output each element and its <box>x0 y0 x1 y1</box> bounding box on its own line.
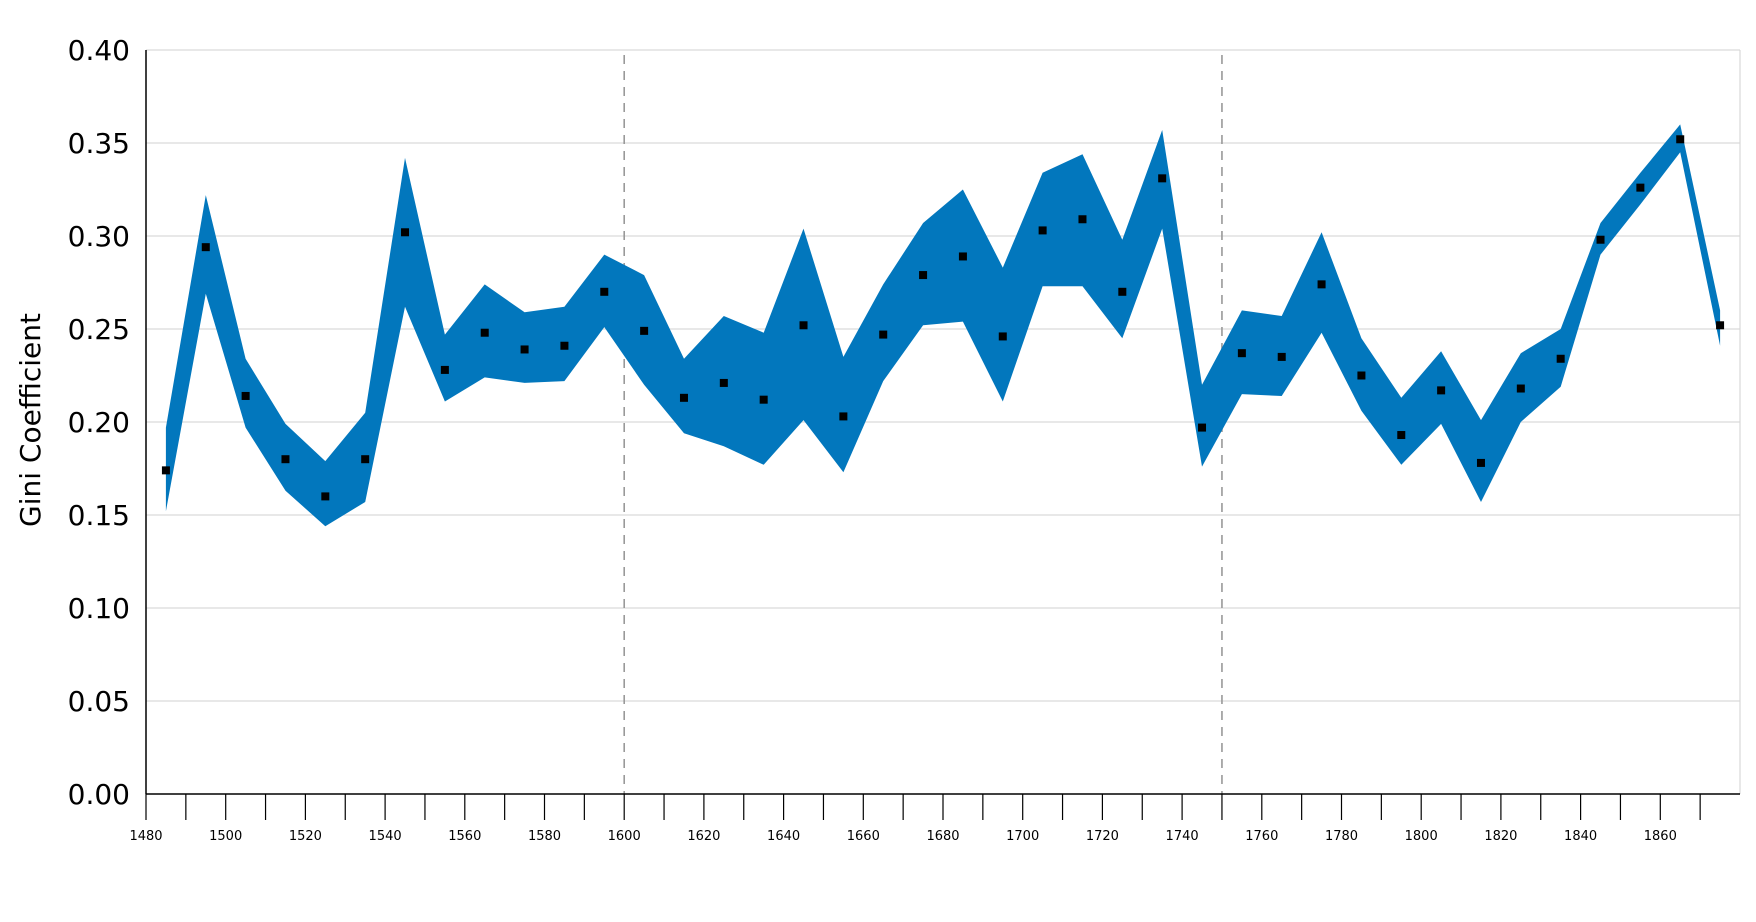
data-point <box>241 391 250 400</box>
y-tick-label: 0.30 <box>68 220 130 253</box>
data-point <box>1317 280 1326 289</box>
data-point <box>560 341 569 350</box>
data-point <box>440 365 449 374</box>
data-point <box>640 326 649 335</box>
x-tick-label: 1700 <box>1006 829 1039 844</box>
x-tick-label: 1540 <box>369 829 402 844</box>
data-point <box>1118 287 1127 296</box>
data-point <box>1476 458 1485 467</box>
data-point <box>998 332 1007 341</box>
y-tick-label: 0.10 <box>68 592 130 625</box>
x-tick-label: 1840 <box>1564 829 1597 844</box>
data-point <box>1158 174 1167 183</box>
data-point <box>321 492 330 501</box>
x-tick-label: 1800 <box>1405 829 1438 844</box>
y-tick-label: 0.40 <box>68 34 130 67</box>
y-axis-label: Gini Coefficient <box>14 313 47 527</box>
data-point <box>799 321 808 330</box>
x-tick-label: 1580 <box>528 829 561 844</box>
data-point <box>679 393 688 402</box>
y-tick-label: 0.15 <box>68 499 130 532</box>
data-point <box>401 228 410 237</box>
data-point <box>1078 215 1087 224</box>
data-point <box>161 466 170 475</box>
x-tick-label: 1480 <box>129 829 162 844</box>
data-point <box>1676 135 1685 144</box>
data-point <box>1357 371 1366 380</box>
y-tick-label: 0.25 <box>68 313 130 346</box>
x-tick-label: 1680 <box>926 829 959 844</box>
data-point <box>1237 349 1246 358</box>
x-axis-ticks: 1480 1500 1520 1540 1560 1580 1600 1620 1640 1660… <box>129 794 1701 844</box>
data-point <box>919 271 928 280</box>
data-point <box>1716 321 1725 330</box>
data-point <box>1038 226 1047 235</box>
confidence-band <box>165 124 1721 527</box>
x-tick-label: 1660 <box>847 829 880 844</box>
y-tick-label: 0.05 <box>68 685 130 718</box>
x-tick-label: 1560 <box>448 829 481 844</box>
data-point <box>201 243 210 252</box>
x-tick-label: 1600 <box>608 829 641 844</box>
data-point <box>1397 431 1406 440</box>
y-tick-label: 0.35 <box>68 127 130 160</box>
data-point <box>1636 183 1645 192</box>
x-tick-label: 1820 <box>1484 829 1517 844</box>
data-point <box>520 345 529 354</box>
data-point <box>839 412 848 421</box>
data-points <box>161 135 1725 501</box>
x-tick-label: 1620 <box>687 829 720 844</box>
data-point <box>759 395 768 404</box>
data-point <box>1198 423 1207 432</box>
data-point <box>1437 386 1446 395</box>
x-tick-label: 1780 <box>1325 829 1358 844</box>
y-tick-label: 0.00 <box>68 778 130 811</box>
x-tick-label: 1740 <box>1166 829 1199 844</box>
data-point <box>1277 352 1286 361</box>
data-point <box>480 328 489 337</box>
y-axis-ticks: 0.00 0.05 0.10 0.15 0.20 0.25 0.30 0.35 0.40 <box>68 34 130 811</box>
data-point <box>719 378 728 387</box>
x-tick-label: 1760 <box>1245 829 1278 844</box>
data-point <box>1556 354 1565 363</box>
data-point <box>600 287 609 296</box>
x-tick-label: 1500 <box>209 829 242 844</box>
data-point <box>1596 235 1605 244</box>
x-tick-label: 1520 <box>289 829 322 844</box>
data-point <box>1516 384 1525 393</box>
data-point <box>361 455 370 464</box>
data-point <box>958 252 967 261</box>
x-tick-label: 1720 <box>1086 829 1119 844</box>
data-point <box>281 455 290 464</box>
x-tick-label: 1640 <box>767 829 800 844</box>
x-tick-label: 1860 <box>1644 829 1677 844</box>
y-tick-label: 0.20 <box>68 406 130 439</box>
data-point <box>879 330 888 339</box>
